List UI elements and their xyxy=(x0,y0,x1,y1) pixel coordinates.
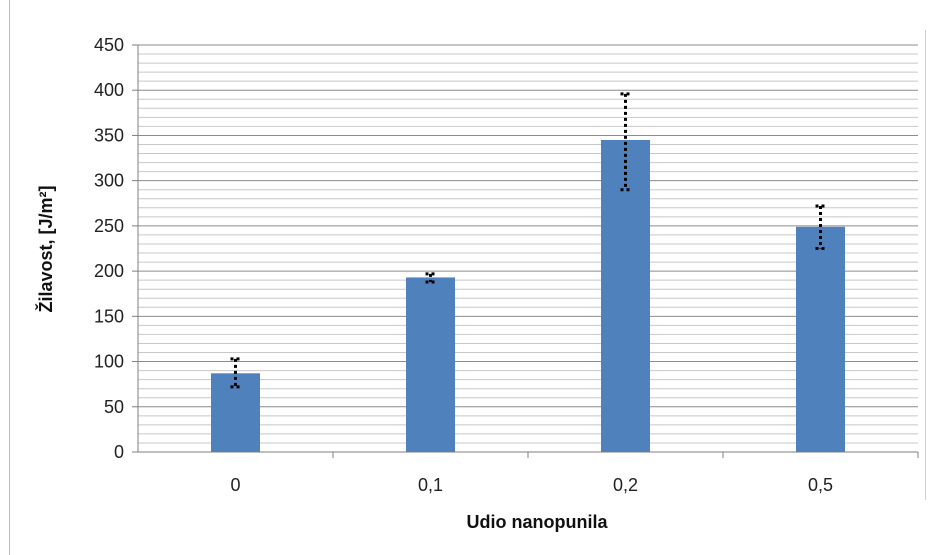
bar xyxy=(796,226,845,452)
y-tick-label: 350 xyxy=(94,125,124,145)
y-tick-label: 100 xyxy=(94,352,124,372)
axes xyxy=(132,44,919,458)
error-bars xyxy=(230,92,826,389)
y-axis-title: Žilavost, [J/m²] xyxy=(35,185,56,312)
y-tick-label: 400 xyxy=(94,80,124,100)
left-border-line xyxy=(9,0,10,555)
x-tick-label: 0,2 xyxy=(613,475,638,495)
y-tick-labels: 0 50 100 150 200 250 300 350 400 450 xyxy=(94,35,124,462)
y-tick-label: 450 xyxy=(94,35,124,55)
bar xyxy=(211,373,260,452)
y-tick-label: 300 xyxy=(94,171,124,191)
gridlines xyxy=(138,44,918,444)
y-tick-label: 150 xyxy=(94,306,124,326)
x-axis-title: Udio nanopunila xyxy=(467,512,609,532)
bar xyxy=(406,277,455,452)
x-tick-label: 0,5 xyxy=(808,475,833,495)
y-tick-label: 0 xyxy=(114,442,124,462)
right-border-line xyxy=(925,30,926,500)
x-tick-label: 0 xyxy=(230,475,240,495)
y-tick-label: 200 xyxy=(94,261,124,281)
y-tick-label: 50 xyxy=(104,397,124,417)
x-tick-label: 0,1 xyxy=(418,475,443,495)
y-tick-label: 250 xyxy=(94,216,124,236)
x-tick-labels: 0 0,1 0,2 0,5 xyxy=(230,475,833,495)
bar xyxy=(601,139,650,452)
bars xyxy=(211,139,845,452)
